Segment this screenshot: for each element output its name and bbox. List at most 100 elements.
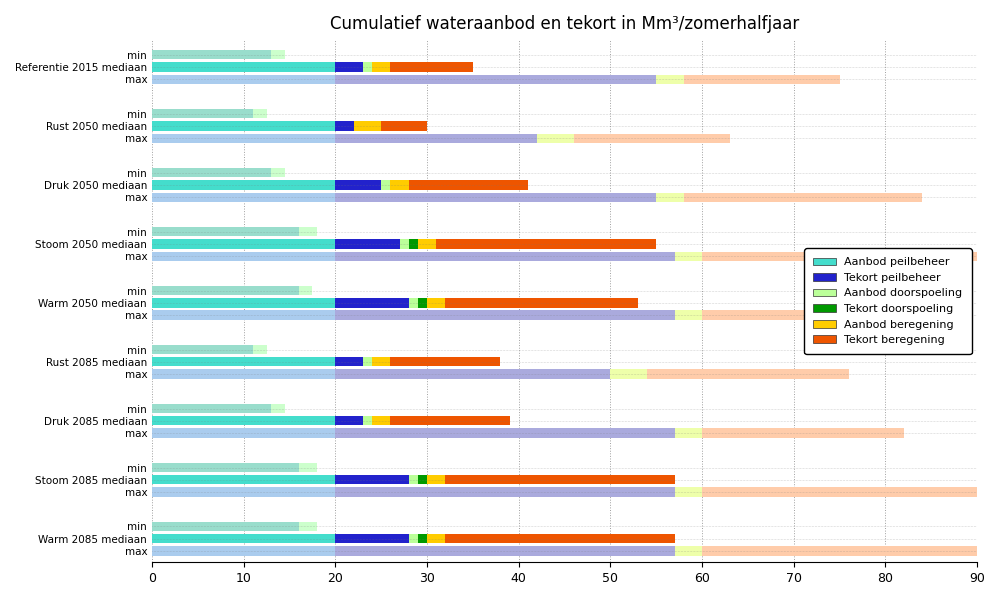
- Bar: [409, 181, 528, 190]
- Bar: [152, 168, 271, 178]
- Bar: [675, 487, 702, 497]
- Bar: [299, 227, 317, 236]
- Bar: [675, 310, 702, 320]
- Bar: [409, 475, 418, 484]
- Bar: [152, 74, 335, 84]
- Bar: [675, 428, 702, 437]
- Bar: [152, 370, 335, 379]
- Bar: [372, 357, 390, 367]
- Bar: [354, 121, 381, 131]
- Bar: [675, 546, 702, 556]
- Bar: [335, 298, 409, 308]
- Bar: [253, 345, 267, 354]
- Bar: [409, 239, 418, 248]
- Bar: [335, 251, 675, 261]
- Bar: [418, 534, 427, 544]
- Bar: [335, 534, 409, 544]
- Bar: [299, 522, 317, 531]
- Bar: [152, 251, 335, 261]
- Bar: [152, 404, 271, 413]
- Bar: [152, 50, 271, 59]
- Bar: [271, 168, 285, 178]
- Bar: [418, 239, 436, 248]
- Bar: [409, 534, 418, 544]
- Bar: [418, 475, 427, 484]
- Bar: [335, 487, 675, 497]
- Bar: [647, 370, 849, 379]
- Bar: [152, 534, 335, 544]
- Bar: [152, 134, 335, 143]
- Bar: [152, 109, 253, 118]
- Bar: [335, 416, 363, 425]
- Bar: [436, 239, 656, 248]
- Bar: [152, 428, 335, 437]
- Bar: [400, 239, 409, 248]
- Bar: [152, 487, 335, 497]
- Bar: [372, 62, 390, 71]
- Bar: [684, 193, 922, 202]
- Bar: [152, 286, 299, 295]
- Bar: [152, 416, 335, 425]
- Bar: [427, 298, 445, 308]
- Bar: [271, 404, 285, 413]
- Bar: [656, 74, 684, 84]
- Bar: [702, 487, 1000, 497]
- Bar: [372, 416, 390, 425]
- Bar: [445, 475, 675, 484]
- Bar: [363, 357, 372, 367]
- Bar: [684, 74, 840, 84]
- Bar: [152, 227, 299, 236]
- Bar: [656, 193, 684, 202]
- Bar: [335, 181, 381, 190]
- Bar: [363, 62, 372, 71]
- Bar: [390, 357, 500, 367]
- Bar: [390, 62, 473, 71]
- Bar: [702, 428, 904, 437]
- Bar: [418, 298, 427, 308]
- Bar: [299, 463, 317, 472]
- Bar: [610, 370, 647, 379]
- Bar: [253, 109, 267, 118]
- Bar: [152, 193, 335, 202]
- Bar: [409, 298, 418, 308]
- Bar: [335, 428, 675, 437]
- Bar: [427, 534, 445, 544]
- Bar: [335, 357, 363, 367]
- Bar: [152, 121, 335, 131]
- Bar: [335, 121, 354, 131]
- Bar: [702, 310, 931, 320]
- Bar: [702, 251, 977, 261]
- Bar: [152, 310, 335, 320]
- Bar: [299, 286, 312, 295]
- Legend: Aanbod peilbeheer, Tekort peilbeheer, Aanbod doorspoeling, Tekort doorspoeling, : Aanbod peilbeheer, Tekort peilbeheer, Aa…: [804, 248, 972, 354]
- Bar: [152, 357, 335, 367]
- Bar: [152, 181, 335, 190]
- Bar: [335, 310, 675, 320]
- Bar: [390, 181, 409, 190]
- Bar: [335, 62, 363, 71]
- Bar: [271, 50, 285, 59]
- Bar: [335, 475, 409, 484]
- Bar: [152, 298, 335, 308]
- Bar: [152, 522, 299, 531]
- Bar: [335, 134, 537, 143]
- Bar: [152, 345, 253, 354]
- Bar: [675, 251, 702, 261]
- Bar: [381, 181, 390, 190]
- Bar: [427, 475, 445, 484]
- Bar: [574, 134, 730, 143]
- Bar: [152, 239, 335, 248]
- Bar: [537, 134, 574, 143]
- Bar: [381, 121, 427, 131]
- Title: Cumulatief wateraanbod en tekort in Mm³/zomerhalfjaar: Cumulatief wateraanbod en tekort in Mm³/…: [330, 15, 799, 33]
- Bar: [152, 62, 335, 71]
- Bar: [152, 546, 335, 556]
- Bar: [445, 298, 638, 308]
- Bar: [152, 463, 299, 472]
- Bar: [702, 546, 995, 556]
- Bar: [335, 370, 610, 379]
- Bar: [335, 74, 656, 84]
- Bar: [390, 416, 510, 425]
- Bar: [152, 475, 335, 484]
- Bar: [445, 534, 675, 544]
